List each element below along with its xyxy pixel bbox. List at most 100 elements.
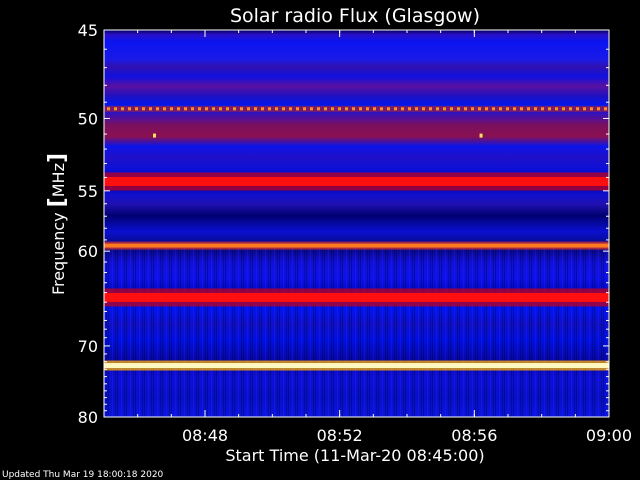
band-dash: [184, 107, 187, 111]
band-dash: [464, 107, 467, 111]
spectrogram-image: [104, 30, 609, 417]
band-dash: [604, 107, 607, 111]
band-dash: [303, 107, 306, 111]
y-tick-label: 70: [78, 337, 98, 356]
band-dash: [492, 107, 495, 111]
band-dash: [163, 107, 166, 111]
x-tick-label: 08:56: [451, 426, 497, 445]
y-axis-unit-close: ]: [45, 153, 70, 163]
band-dash: [387, 107, 390, 111]
burst-dot: [479, 133, 483, 138]
band-dash: [324, 107, 327, 111]
band-dash: [583, 107, 586, 111]
band-dash: [548, 107, 551, 111]
band-dash: [212, 107, 215, 111]
band-dash: [527, 107, 530, 111]
band-dash: [450, 107, 453, 111]
band-core: [104, 292, 609, 302]
band-dash: [219, 107, 222, 111]
band-dash: [415, 107, 418, 111]
band-dash: [247, 107, 250, 111]
band-dash: [282, 107, 285, 111]
burst-dot: [153, 133, 156, 138]
band-dash: [457, 107, 460, 111]
band-dash: [296, 107, 299, 111]
intense-bands: [104, 105, 609, 371]
band-dash: [289, 107, 292, 111]
band-dash: [394, 107, 397, 111]
band-dash: [135, 107, 138, 111]
band-dash: [499, 107, 502, 111]
band-dash: [317, 107, 320, 111]
band-dash: [443, 107, 446, 111]
y-tick-label: 55: [78, 182, 98, 201]
band-dash: [107, 107, 110, 111]
band-dash: [310, 107, 313, 111]
band-dash: [352, 107, 355, 111]
band-dash: [401, 107, 404, 111]
band-dash: [114, 107, 117, 111]
updated-timestamp: Updated Thu Mar 19 18:00:18 2020: [2, 470, 164, 480]
band-dash: [597, 107, 600, 111]
band-dash: [198, 107, 201, 111]
band-dash: [275, 107, 278, 111]
y-tick-label: 60: [78, 242, 98, 261]
band-dash: [170, 107, 173, 111]
y-tick-label: 45: [78, 21, 98, 40]
band-dash: [576, 107, 579, 111]
band-dash: [534, 107, 537, 111]
band-dash: [331, 107, 334, 111]
band-core: [104, 363, 609, 369]
band-dash: [268, 107, 271, 111]
band-dash: [156, 107, 159, 111]
band-core: [104, 177, 609, 187]
band-dash: [380, 107, 383, 111]
band-dash: [485, 107, 488, 111]
band-dash: [471, 107, 474, 111]
band-dash: [191, 107, 194, 111]
plot-frame: [103, 29, 610, 418]
band-dash: [555, 107, 558, 111]
band-dash: [177, 107, 180, 111]
band-dash: [520, 107, 523, 111]
y-axis: 45 50 55 60 70 80: [78, 21, 609, 427]
x-tick-label: 08:48: [182, 426, 228, 445]
band-dash: [590, 107, 593, 111]
band-dash: [436, 107, 439, 111]
band-dash: [338, 107, 341, 111]
band-core: [104, 243, 609, 248]
band-glow: [104, 105, 609, 112]
band-dash: [478, 107, 481, 111]
y-tick-label: 50: [78, 109, 98, 128]
band-dash: [233, 107, 236, 111]
band-dash: [366, 107, 369, 111]
spectrogram-noise: [104, 248, 609, 417]
band-dash: [422, 107, 425, 111]
x-axis-label: Start Time (11-Mar-20 08:45:00): [225, 446, 484, 465]
y-axis-unit-open: [: [45, 197, 70, 207]
band-dash: [541, 107, 544, 111]
y-axis-label: Frequency [MHz]: [45, 153, 70, 295]
band-dash: [429, 107, 432, 111]
band-dash: [149, 107, 152, 111]
band-dash: [142, 107, 145, 111]
band-dash: [345, 107, 348, 111]
band-dash: [506, 107, 509, 111]
band-dash: [513, 107, 516, 111]
band-dash: [373, 107, 376, 111]
band-dash: [240, 107, 243, 111]
band-dash: [408, 107, 411, 111]
y-axis-unit: MHz: [49, 163, 68, 197]
band-dash: [562, 107, 565, 111]
band-dash: [254, 107, 257, 111]
y-axis-label-main: Frequency: [49, 207, 68, 295]
x-axis: 08:48 08:52 08:56 09:00: [137, 30, 632, 445]
band-dash: [261, 107, 264, 111]
x-tick-label: 08:52: [317, 426, 363, 445]
band-dash: [205, 107, 208, 111]
band-dash: [569, 107, 572, 111]
chart-title: Solar radio Flux (Glasgow): [230, 5, 480, 27]
band-dash: [226, 107, 229, 111]
